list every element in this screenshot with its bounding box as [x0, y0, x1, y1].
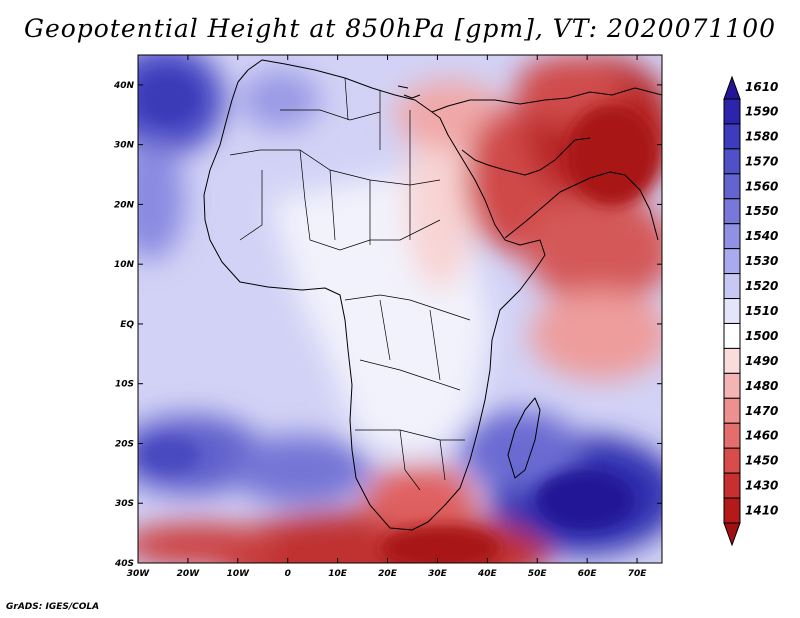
lat-tick-label: 20S — [115, 439, 134, 449]
colorbar-swatch — [723, 123, 741, 150]
colorbar-label: 1610 — [745, 80, 778, 94]
colorbar-label: 1540 — [745, 229, 778, 243]
lat-tick-label: 40S — [114, 559, 134, 569]
colorbar-label: 1510 — [745, 304, 778, 318]
colorbar-label: 1480 — [745, 379, 778, 393]
colorbar-swatch — [723, 372, 741, 399]
colorbar-swatch — [723, 397, 741, 424]
colorbar-label: 1580 — [745, 129, 778, 143]
colorbar-swatch — [723, 98, 741, 125]
colorbar-swatch — [723, 248, 741, 275]
colorbar-swatch — [723, 422, 741, 449]
colorbar-swatch — [723, 148, 741, 175]
lon-tick-label: 20W — [177, 569, 201, 579]
colorbar-label: 1530 — [745, 254, 778, 268]
colorbar-label: 1460 — [745, 429, 778, 443]
lat-tick-label: 30N — [114, 141, 135, 151]
colorbar-swatch — [723, 322, 741, 349]
lon-tick-label: 50E — [528, 569, 548, 579]
colorbar-swatch — [723, 347, 741, 374]
lon-tick-label: 10W — [227, 569, 251, 579]
colorbar-swatch — [723, 273, 741, 300]
colorbar-label: 1470 — [745, 404, 778, 418]
map-axes: 30W 20W 10W 0 10E 20E 30E 40E 50E 60E 70E 40S 30S 20S… — [113, 55, 662, 579]
lon-tick-label: 40E — [477, 569, 498, 579]
colorbar-label: 1490 — [745, 354, 778, 368]
colorbar-label: 1560 — [745, 179, 778, 193]
colorbar-label: 1590 — [745, 104, 778, 118]
colorbar-top-triangle — [723, 75, 741, 100]
height-field — [138, 55, 662, 563]
lon-tick-label: 20E — [378, 569, 398, 579]
lat-tick-label: 30S — [115, 499, 134, 509]
lon-tick-label: 0 — [285, 569, 291, 579]
lon-tick-label: 60E — [578, 569, 598, 579]
lon-tick-label: 10E — [328, 569, 348, 579]
map-title: Geopotential Height at 850hPa [gpm], VT:… — [23, 14, 777, 43]
lat-tick-label: 20N — [114, 200, 135, 210]
colorbar-swatch — [723, 298, 741, 324]
lat-tick-label: 10N — [114, 260, 135, 270]
colorbar-swatch — [723, 198, 741, 225]
footer-credit: GrADS: IGES/COLA — [6, 602, 100, 612]
colorbar-label: 1520 — [745, 279, 778, 293]
lon-tick-label: 70E — [628, 569, 648, 579]
colorbar-label: 1550 — [745, 204, 778, 218]
colorbar-label: 1410 — [745, 504, 778, 518]
lon-tick-label: 30E — [428, 569, 448, 579]
country-borders — [229, 77, 471, 491]
lat-tick-label: 40N — [113, 81, 135, 91]
colorbar: 1610 1590 1580 1570 1560 1550 1540 1530 1520 1510… — [723, 75, 778, 547]
colorbar-swatch — [723, 497, 741, 524]
colorbar-bottom-triangle — [723, 522, 741, 547]
lat-tick-label: 10S — [115, 380, 134, 390]
lon-tick-label: 30W — [127, 569, 151, 579]
colorbar-label: 1500 — [745, 329, 778, 343]
lat-tick-label: EQ — [120, 320, 134, 330]
colorbar-swatch — [723, 173, 741, 200]
colorbar-label: 1430 — [745, 479, 778, 493]
colorbar-swatch — [723, 223, 741, 250]
colorbar-label: 1570 — [745, 154, 778, 168]
colorbar-label: 1450 — [745, 454, 778, 468]
colorbar-swatch — [723, 472, 741, 499]
coastlines — [203, 59, 662, 531]
colorbar-swatch — [723, 447, 741, 474]
